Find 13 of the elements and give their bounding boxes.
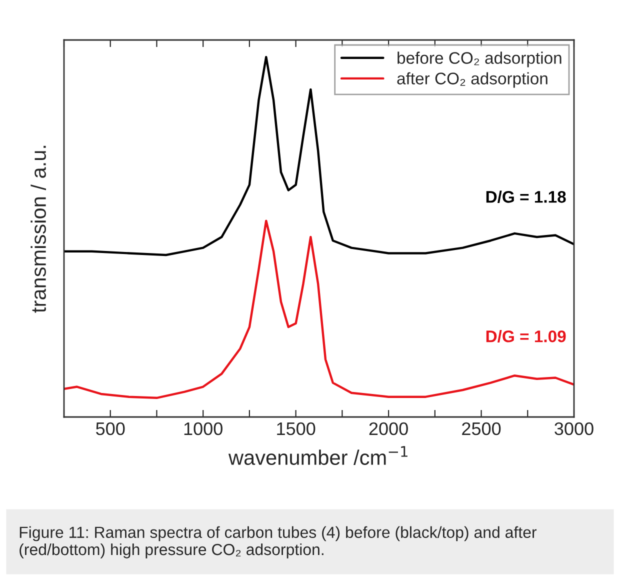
x-tick-label: 500 — [96, 422, 125, 436]
legend-label: before CO₂ adsorption — [398, 52, 562, 68]
caption: Figure 11: Raman spectra of carbon tubes (4) before (black/top) and after (red/bottom) high pressure CO₂ adsorption. — [20, 526, 537, 558]
x-tick-label: 1500 — [277, 422, 316, 436]
x-axis-title: wavenumber /cm$^{−1}$ — [228, 446, 408, 465]
legend-label: after CO₂ adsorption — [397, 72, 548, 88]
x-tick-label: 2000 — [369, 422, 408, 436]
x-tick-label: 3000 — [554, 422, 594, 436]
x-tick-label: 1000 — [184, 422, 222, 436]
annotation: D/G = 1.18 — [486, 190, 566, 203]
x-tick-label: 2500 — [462, 422, 501, 436]
y-axis-title: transmission / a.u. — [30, 146, 46, 313]
annotation: D/G = 1.09 — [486, 330, 566, 342]
